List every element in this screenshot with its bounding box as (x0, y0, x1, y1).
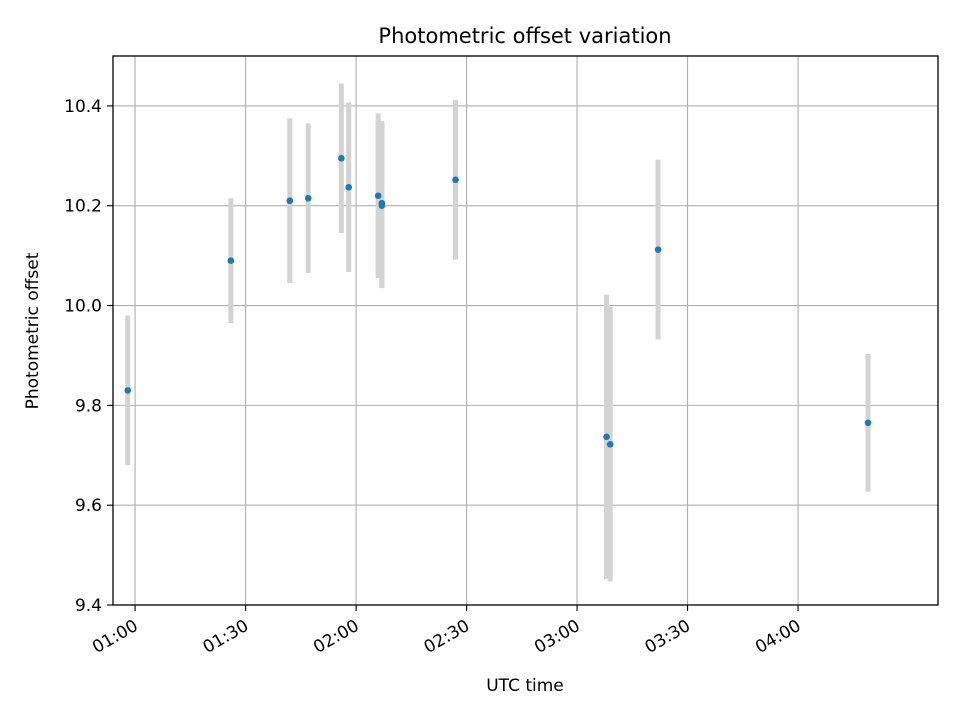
x-axis-label: UTC time (486, 676, 564, 696)
y-tick-label: 10.0 (64, 297, 102, 317)
x-axis: 01:00 01:30 02:00 02:30 03:00 03:30 04:00 (89, 605, 805, 658)
data-point (864, 419, 872, 427)
grid (113, 56, 938, 606)
x-tick-label: 01:00 (89, 616, 141, 658)
data-point (345, 183, 353, 191)
y-tick-label: 10.2 (64, 197, 102, 217)
x-tick-label: 02:00 (310, 616, 362, 658)
plot-frame (112, 55, 939, 606)
x-tick-label: 03:00 (531, 616, 583, 658)
data-point (606, 440, 614, 448)
data-point (286, 197, 294, 205)
error-bars (125, 83, 871, 582)
y-tick-label: 9.4 (75, 596, 102, 616)
y-tick-label: 10.4 (64, 97, 102, 117)
data-point (654, 246, 662, 253)
x-tick-label: 01:30 (200, 616, 252, 658)
data-point (374, 192, 382, 200)
data-point (124, 387, 132, 394)
chart-title: Photometric offset variation (378, 24, 671, 48)
y-axis-label: Photometric offset (23, 252, 43, 409)
x-tick-label: 03:30 (642, 616, 694, 658)
data-point (338, 155, 345, 162)
data-point (378, 202, 386, 210)
x-tick-label: 02:30 (421, 616, 473, 658)
x-tick-label: 04:00 (752, 616, 804, 658)
data-points (124, 155, 872, 448)
data-point (304, 194, 312, 202)
data-point (603, 433, 610, 441)
data-point (452, 176, 459, 184)
y-tick-label: 9.6 (75, 496, 102, 516)
data-point (227, 257, 235, 264)
y-axis: 9.4 9.6 9.8 10.0 10.2 10.4 (64, 97, 113, 616)
y-tick-label: 9.8 (75, 396, 102, 416)
